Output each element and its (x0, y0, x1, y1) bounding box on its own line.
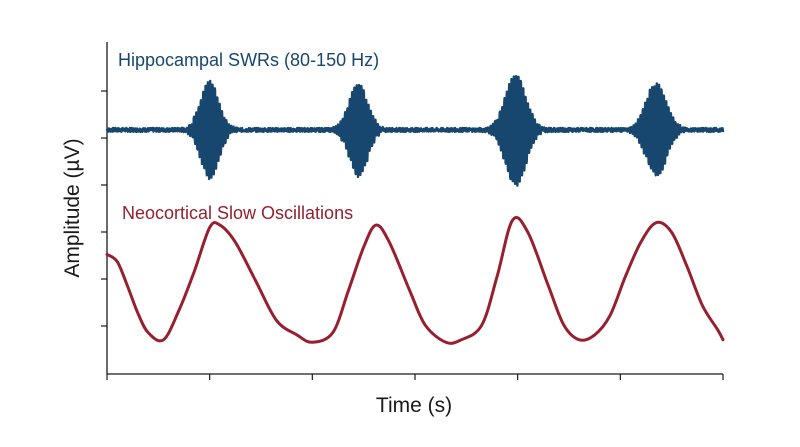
x-ticks (106, 374, 724, 380)
slow-oscillation-series-line (105, 216, 725, 345)
swr-series-label: Hippocampal SWRs (80-150 Hz) (118, 50, 379, 70)
x-axis-label: Time (s) (376, 394, 452, 417)
swr-series-line (105, 74, 725, 187)
y-ticks (101, 90, 107, 327)
y-axis-label: Amplitude (µV) (61, 138, 84, 277)
plot-area: Hippocampal SWRs (80-150 Hz) Neocortical… (61, 42, 725, 417)
slow-oscillation-series-label: Neocortical Slow Oscillations (122, 203, 353, 223)
